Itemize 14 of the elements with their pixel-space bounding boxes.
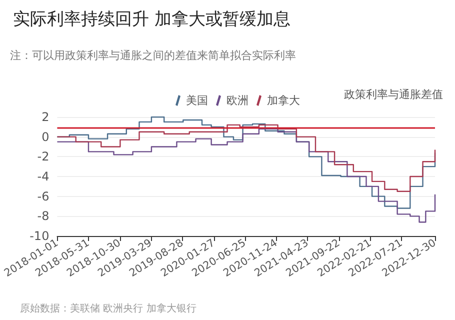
text: 原始数据：美联储 欧洲央行 加拿大银行 xyxy=(20,302,196,314)
y-tick-label: -4 xyxy=(37,170,50,184)
y-tick-label: -2 xyxy=(37,150,50,164)
y-tick-label: 0 xyxy=(42,130,50,144)
y-tick-label: -6 xyxy=(37,189,50,204)
legend-title: 政策利率与通胀差值 xyxy=(344,88,443,101)
legend-label: 欧洲 xyxy=(226,94,248,107)
y-tick-label: -8 xyxy=(37,209,50,224)
chart-subtitle: 注：可以用政策利率与通胀之间的差值来简单拟合实际利率 xyxy=(10,49,296,62)
y-tick-label: 2 xyxy=(42,110,50,124)
chart-title: 实际利率持续回升 加拿大或暂缓加息 xyxy=(13,10,290,30)
legend-label: 加拿大 xyxy=(267,94,300,107)
legend-label: 美国 xyxy=(186,94,208,107)
y-tick-label: -10 xyxy=(30,229,50,243)
